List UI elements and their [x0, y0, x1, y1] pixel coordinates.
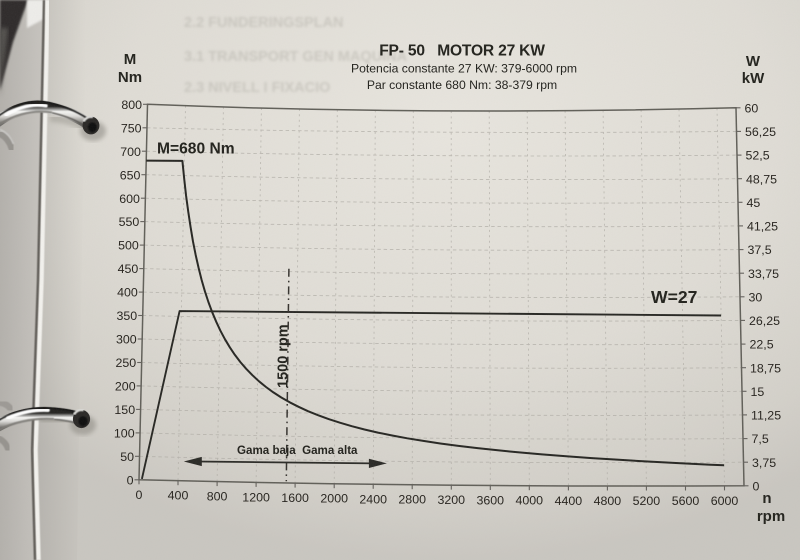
svg-text:550: 550 — [119, 215, 140, 229]
svg-text:1500 rpm: 1500 rpm — [276, 324, 292, 388]
svg-text:26,25: 26,25 — [749, 314, 780, 328]
svg-text:Potencia constante 27 KW: 379-: Potencia constante 27 KW: 379-6000 rpm — [351, 62, 577, 76]
svg-text:3200: 3200 — [438, 493, 466, 507]
svg-text:1200: 1200 — [242, 490, 270, 504]
svg-text:W=27: W=27 — [651, 287, 698, 307]
svg-text:22,5: 22,5 — [750, 338, 774, 352]
svg-text:2800: 2800 — [398, 493, 426, 507]
svg-text:33,75: 33,75 — [748, 267, 779, 281]
svg-text:45: 45 — [747, 196, 761, 210]
svg-text:0: 0 — [753, 479, 760, 493]
svg-text:15: 15 — [751, 385, 765, 399]
svg-text:750: 750 — [121, 121, 142, 135]
svg-text:18,75: 18,75 — [750, 361, 781, 375]
svg-text:52,5: 52,5 — [746, 149, 770, 163]
svg-text:2.3 NIVELL I FIXACIO: 2.3 NIVELL I FIXACIO — [184, 80, 330, 96]
svg-text:3.1 TRANSPORT GEN MAQUINA: 3.1 TRANSPORT GEN MAQUINA — [184, 49, 408, 65]
svg-text:400: 400 — [168, 489, 189, 503]
svg-text:50: 50 — [120, 450, 134, 464]
svg-text:56,25: 56,25 — [745, 125, 776, 139]
svg-text:7,5: 7,5 — [752, 432, 769, 446]
svg-text:M: M — [124, 51, 137, 68]
svg-text:400: 400 — [117, 286, 138, 300]
svg-text:200: 200 — [115, 380, 136, 394]
svg-text:60: 60 — [745, 101, 759, 115]
svg-text:Nm: Nm — [118, 69, 142, 86]
svg-text:Gama baja Gama alta: Gama baja Gama alta — [237, 444, 358, 457]
svg-text:0: 0 — [136, 488, 143, 502]
svg-text:700: 700 — [120, 145, 141, 159]
svg-text:5600: 5600 — [672, 494, 700, 508]
svg-text:250: 250 — [116, 356, 137, 370]
svg-text:rpm: rpm — [757, 508, 785, 525]
svg-text:300: 300 — [116, 333, 137, 347]
svg-text:500: 500 — [118, 239, 139, 253]
svg-text:3600: 3600 — [477, 494, 505, 508]
svg-text:4400: 4400 — [555, 494, 583, 508]
svg-text:2.2 FUNDERINGSPLAN: 2.2 FUNDERINGSPLAN — [184, 15, 344, 31]
svg-text:11,25: 11,25 — [751, 409, 781, 423]
svg-text:30: 30 — [749, 290, 763, 304]
svg-text:1600: 1600 — [281, 491, 309, 505]
svg-text:600: 600 — [119, 192, 140, 206]
svg-text:Par constante 680 Nm: 38-379 r: Par constante 680 Nm: 38-379 rpm — [367, 78, 557, 92]
svg-text:2000: 2000 — [320, 492, 348, 506]
svg-text:5200: 5200 — [633, 494, 661, 508]
svg-text:37,5: 37,5 — [748, 243, 772, 257]
svg-text:350: 350 — [117, 309, 138, 323]
svg-text:W: W — [746, 53, 761, 70]
svg-text:4000: 4000 — [516, 494, 544, 508]
svg-text:FP- 50 MOTOR 27 KW: FP- 50 MOTOR 27 KW — [379, 43, 545, 60]
svg-text:2400: 2400 — [359, 492, 387, 506]
svg-text:100: 100 — [114, 427, 135, 441]
svg-text:0: 0 — [127, 473, 134, 487]
svg-text:800: 800 — [207, 490, 228, 504]
svg-text:150: 150 — [114, 403, 135, 417]
svg-text:48,75: 48,75 — [746, 172, 777, 186]
svg-text:800: 800 — [121, 98, 142, 112]
svg-text:450: 450 — [118, 262, 139, 276]
svg-text:4800: 4800 — [594, 494, 622, 508]
svg-text:6000: 6000 — [711, 494, 739, 508]
svg-text:41,25: 41,25 — [747, 220, 778, 234]
svg-text:650: 650 — [120, 168, 141, 182]
svg-text:M=680 Nm: M=680 Nm — [157, 141, 235, 158]
svg-text:3,75: 3,75 — [752, 456, 776, 470]
svg-text:kW: kW — [742, 70, 765, 87]
svg-text:n: n — [762, 490, 771, 507]
